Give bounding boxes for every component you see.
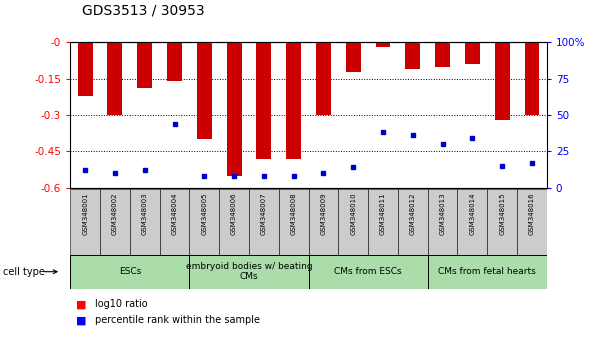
Bar <box>70 189 100 255</box>
Bar <box>428 255 547 289</box>
Text: GSM348004: GSM348004 <box>172 193 178 235</box>
Bar <box>130 189 159 255</box>
Text: GSM348002: GSM348002 <box>112 193 118 235</box>
Bar <box>197 42 212 139</box>
Text: CMs from fetal hearts: CMs from fetal hearts <box>439 267 536 276</box>
Text: GSM348003: GSM348003 <box>142 193 148 235</box>
Bar <box>78 42 93 96</box>
Bar <box>398 189 428 255</box>
Text: GSM348012: GSM348012 <box>410 193 416 235</box>
Bar <box>368 189 398 255</box>
Bar <box>346 42 360 72</box>
Bar <box>137 42 152 88</box>
Bar <box>100 189 130 255</box>
Bar <box>108 42 122 115</box>
Text: GDS3513 / 30953: GDS3513 / 30953 <box>82 4 205 18</box>
Text: GSM348016: GSM348016 <box>529 193 535 235</box>
Bar <box>495 42 510 120</box>
Bar <box>488 189 517 255</box>
Bar <box>338 189 368 255</box>
Text: GSM348001: GSM348001 <box>82 193 88 235</box>
Bar <box>70 255 189 289</box>
Bar <box>309 255 428 289</box>
Bar <box>257 42 271 159</box>
Text: embryoid bodies w/ beating
CMs: embryoid bodies w/ beating CMs <box>186 262 312 281</box>
Bar <box>405 42 420 69</box>
Text: ESCs: ESCs <box>119 267 141 276</box>
Bar <box>286 42 301 159</box>
Text: GSM348014: GSM348014 <box>469 193 475 235</box>
Bar <box>435 42 450 67</box>
Text: percentile rank within the sample: percentile rank within the sample <box>95 315 260 325</box>
Text: cell type: cell type <box>3 267 45 277</box>
Text: ■: ■ <box>76 299 87 309</box>
Bar <box>316 42 331 115</box>
Bar <box>159 189 189 255</box>
Bar <box>189 255 309 289</box>
Text: GSM348009: GSM348009 <box>320 193 326 235</box>
Bar <box>376 42 390 47</box>
Bar <box>227 42 241 176</box>
Text: GSM348008: GSM348008 <box>291 193 297 235</box>
Bar <box>517 189 547 255</box>
Bar <box>219 189 249 255</box>
Bar <box>167 42 182 81</box>
Text: GSM348011: GSM348011 <box>380 193 386 235</box>
Bar <box>524 42 540 115</box>
Bar <box>428 189 458 255</box>
Text: CMs from ESCs: CMs from ESCs <box>334 267 402 276</box>
Bar <box>309 189 338 255</box>
Bar <box>279 189 309 255</box>
Text: GSM348006: GSM348006 <box>231 193 237 235</box>
Text: ■: ■ <box>76 315 87 325</box>
Text: log10 ratio: log10 ratio <box>95 299 147 309</box>
Bar <box>465 42 480 64</box>
Text: GSM348010: GSM348010 <box>350 193 356 235</box>
Bar <box>458 189 488 255</box>
Text: GSM348007: GSM348007 <box>261 193 267 235</box>
Text: GSM348015: GSM348015 <box>499 193 505 235</box>
Text: GSM348005: GSM348005 <box>201 193 207 235</box>
Bar <box>249 189 279 255</box>
Text: GSM348013: GSM348013 <box>439 193 445 235</box>
Bar <box>189 189 219 255</box>
